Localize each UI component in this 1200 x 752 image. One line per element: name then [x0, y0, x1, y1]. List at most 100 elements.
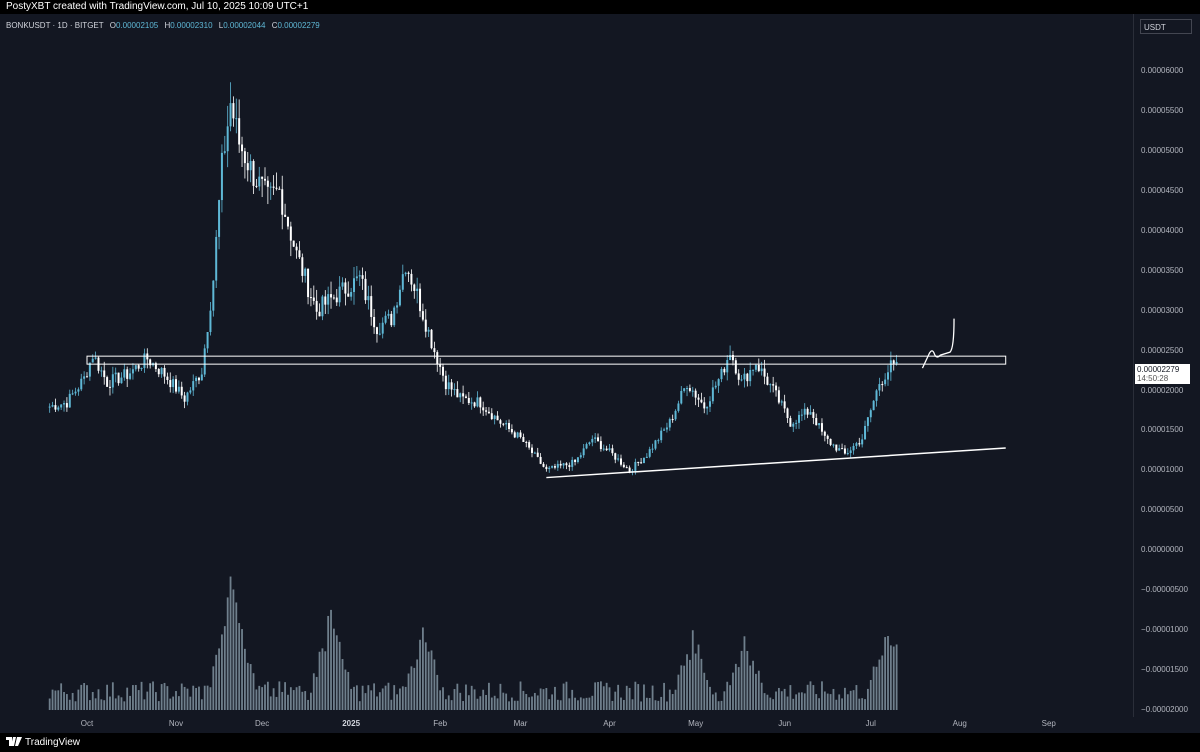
candle-body: [531, 447, 533, 453]
volume-bar: [775, 691, 777, 710]
volume-bar: [895, 644, 898, 710]
candle-body: [875, 390, 878, 401]
candle-body: [80, 378, 83, 390]
support-trendline[interactable]: [546, 447, 1006, 479]
candle-body: [574, 459, 577, 463]
volume-bar: [218, 648, 220, 710]
volume-bar: [330, 609, 332, 710]
volume-bar: [562, 683, 565, 710]
price-tick-label: 0.00003000: [1141, 305, 1184, 315]
candle-body: [177, 386, 180, 392]
volume-bar: [284, 682, 286, 710]
candle-body: [255, 185, 258, 187]
candle-body: [232, 103, 235, 119]
price-axis[interactable]: [1133, 14, 1200, 717]
volume-bar: [378, 692, 381, 710]
candle-body: [266, 180, 269, 187]
volume-bar: [608, 687, 611, 710]
price-tick-label: 0.00001500: [1141, 425, 1184, 435]
candle-body: [384, 315, 387, 323]
volume-bar: [829, 694, 832, 710]
candle-body: [729, 354, 732, 361]
volume-bar: [269, 696, 272, 710]
currency-unit-button[interactable]: USDT: [1140, 19, 1192, 34]
volume-bar: [634, 681, 637, 710]
candle-body: [628, 467, 631, 472]
candle-body: [209, 310, 212, 333]
volume-bar: [140, 681, 143, 710]
candle-body: [278, 188, 281, 190]
bar-countdown: 14:50:28: [1137, 374, 1169, 383]
candle-body: [832, 444, 835, 446]
candle-body: [726, 360, 729, 373]
time-tick-label: Feb: [433, 719, 448, 728]
candle-body: [169, 380, 172, 388]
candle-body: [324, 296, 327, 305]
candle-body: [364, 278, 367, 301]
resistance-zone[interactable]: [86, 355, 1007, 365]
volume-bar: [763, 693, 766, 710]
volume-bar: [106, 684, 108, 710]
candle-body: [186, 392, 189, 402]
candle-body: [843, 448, 846, 454]
volume-bar: [198, 686, 200, 710]
candle-body: [602, 448, 605, 450]
price-tick-label: −0.00000500: [1141, 585, 1188, 595]
volume-bar: [780, 691, 783, 710]
volume-bar: [318, 651, 321, 710]
candle-body: [200, 374, 203, 381]
candle-body: [114, 372, 117, 375]
price-tick-label: 0.00004500: [1141, 185, 1184, 195]
candle-body: [252, 161, 255, 186]
candle-body: [338, 286, 341, 303]
volume-bar: [399, 688, 401, 710]
volume-bar: [493, 695, 496, 710]
volume-bar: [726, 681, 729, 710]
volume-bar: [226, 597, 229, 710]
volume-bar: [732, 672, 734, 710]
candle-body: [163, 367, 166, 377]
symbol-label[interactable]: BONKUSDT · 1D · BITGET: [6, 21, 104, 30]
volume-bar: [881, 655, 884, 710]
candle-body: [404, 272, 407, 275]
candle-body: [83, 376, 86, 379]
volume-bar: [436, 674, 439, 710]
volume-bar: [255, 689, 258, 710]
candle-body: [614, 453, 617, 460]
candle-body: [588, 442, 591, 445]
candle-body: [94, 357, 97, 359]
volume-bar: [757, 670, 760, 710]
volume-bar: [588, 697, 591, 710]
volume-bar: [582, 698, 585, 710]
volume-bar: [183, 686, 186, 710]
candle-body: [57, 407, 60, 410]
candle-body: [654, 440, 657, 449]
volume-bar: [643, 684, 645, 710]
price-chart-canvas[interactable]: [0, 0, 1133, 733]
projection-path[interactable]: [921, 318, 955, 369]
candle-body: [513, 432, 516, 438]
brand-name: TradingView: [25, 737, 81, 748]
volume-bar: [312, 673, 315, 710]
candle-body: [307, 268, 310, 298]
volume-bar: [83, 683, 86, 710]
volume-bar: [275, 696, 278, 710]
candle-body: [849, 450, 852, 454]
volume-bar: [734, 663, 737, 710]
candle-body: [792, 423, 795, 427]
volume-bar: [459, 692, 462, 710]
price-tick-label: 0.00005000: [1141, 145, 1184, 155]
volume-bar: [100, 699, 103, 710]
footer-bar: TradingView: [0, 733, 1200, 752]
price-tick-label: −0.00001000: [1141, 625, 1188, 635]
volume-bar: [579, 697, 582, 710]
candle-body: [852, 445, 855, 451]
candle-body: [645, 456, 648, 458]
candle-body: [516, 432, 519, 438]
volume-bar: [536, 695, 539, 710]
candle-body: [215, 236, 218, 281]
volume-bar: [51, 689, 54, 710]
brand[interactable]: TradingView: [6, 737, 80, 748]
candle-body: [286, 216, 289, 227]
candle-body: [298, 250, 301, 258]
